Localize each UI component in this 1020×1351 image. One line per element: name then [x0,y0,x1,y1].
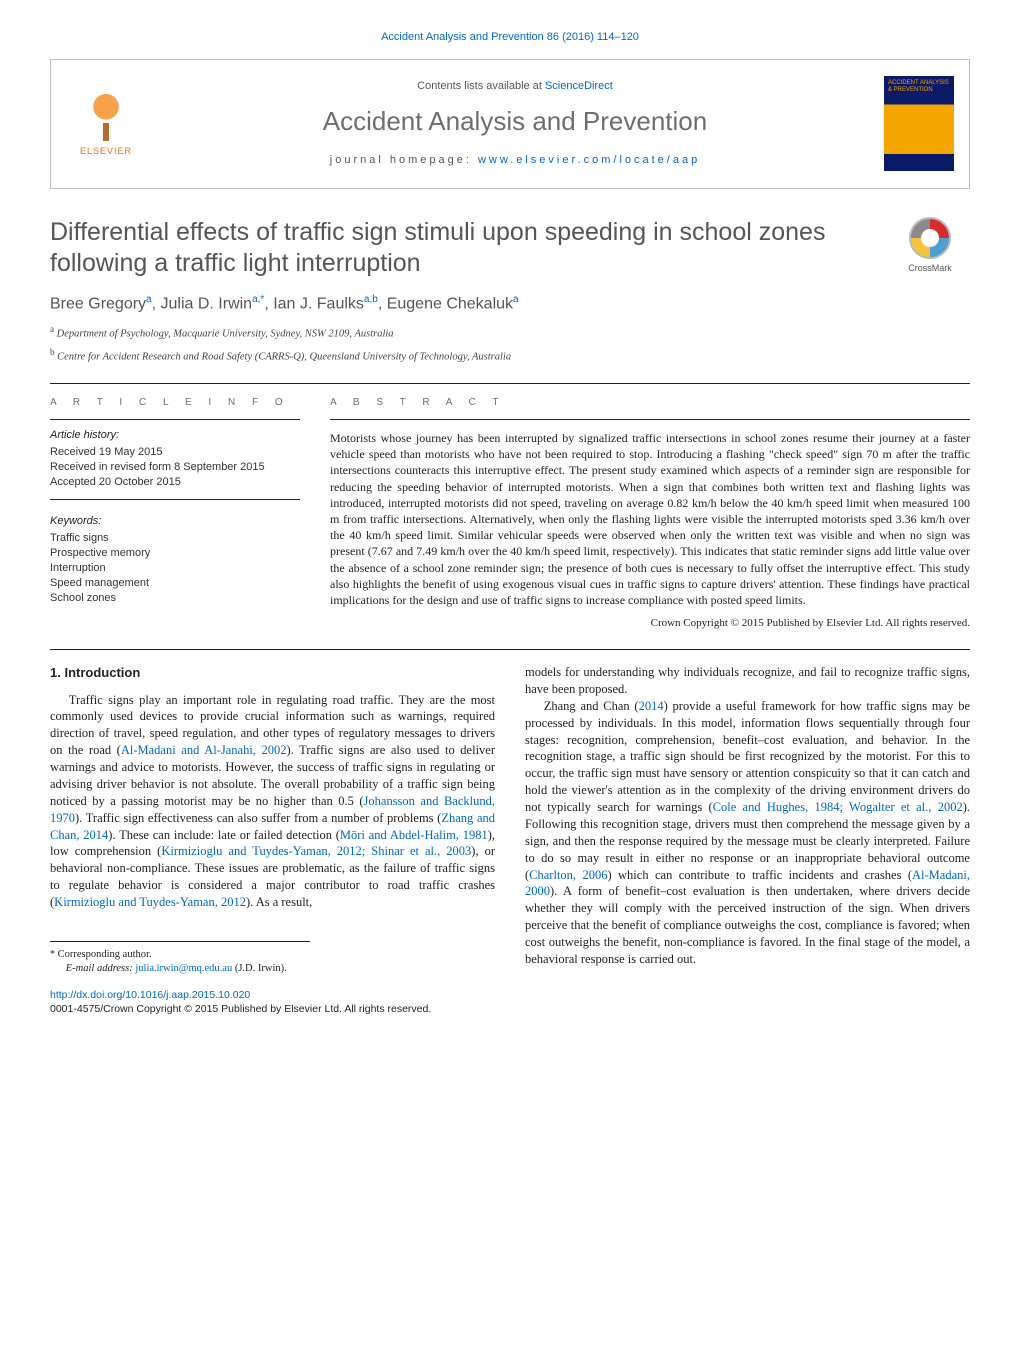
abstract-text: Motorists whose journey has been interru… [330,430,970,608]
email-label: E-mail address: [66,963,133,974]
article-title: Differential effects of traffic sign sti… [50,217,870,280]
journal-homepage-line: journal homepage: www.elsevier.com/locat… [330,153,700,168]
info-rule [50,499,300,500]
running-head: Accident Analysis and Prevention 86 (201… [50,30,970,45]
cover-text: ACCIDENT ANALYSIS & PREVENTION [888,80,950,93]
history-line: Received in revised form 8 September 201… [50,460,300,475]
contents-prefix: Contents lists available at [417,80,545,92]
crossmark-icon [909,217,951,259]
affil-marker: b [50,347,55,357]
body-paragraph: Zhang and Chan (2014) provide a useful f… [525,698,970,968]
history-heading: Article history: [50,428,300,443]
body-two-column: 1. Introduction Traffic signs play an im… [50,664,970,976]
abstract-column: A B S T R A C T Motorists whose journey … [330,396,970,631]
elsevier-logo: ELSEVIER [71,84,141,164]
publisher-name: ELSEVIER [80,145,132,157]
article-info-column: A R T I C L E I N F O Article history: R… [50,396,300,631]
affil-text: Department of Psychology, Macquarie Univ… [57,329,394,340]
history-line: Received 19 May 2015 [50,445,300,460]
elsevier-tree-icon [81,91,131,141]
homepage-link[interactable]: www.elsevier.com/locate/aap [478,154,700,166]
keyword: Traffic signs [50,531,300,546]
contents-available-line: Contents lists available at ScienceDirec… [417,79,613,94]
journal-cover-thumb: ACCIDENT ANALYSIS & PREVENTION [884,76,954,171]
sciencedirect-link[interactable]: ScienceDirect [545,80,613,92]
publisher-logo-cell: ELSEVIER [51,60,161,188]
article-info-label: A R T I C L E I N F O [50,396,300,410]
keyword: School zones [50,591,300,606]
author-list: Bree Gregorya, Julia D. Irwina,*, Ian J.… [50,293,970,315]
mid-rule [50,649,970,650]
corresponding-email-link[interactable]: julia.irwin@mq.edu.au [135,963,232,974]
body-paragraph: Traffic signs play an important role in … [50,692,495,911]
affiliation-a: a Department of Psychology, Macquarie Un… [50,323,970,342]
corresponding-author-footnote: * Corresponding author. E-mail address: … [50,941,310,976]
section-heading-intro: 1. Introduction [50,664,495,682]
homepage-label: journal homepage: [330,154,478,166]
body-paragraph: models for understanding why individuals… [525,664,970,698]
journal-name: Accident Analysis and Prevention [323,104,707,139]
keyword: Prospective memory [50,546,300,561]
corresponding-label: Corresponding author. [58,949,152,960]
email-name: (J.D. Irwin). [235,963,287,974]
journal-header: ELSEVIER Contents lists available at Sci… [50,59,970,189]
crossmark-badge[interactable]: CrossMark [890,217,970,274]
asterisk-icon: * [50,949,55,960]
keyword: Interruption [50,561,300,576]
running-head-link[interactable]: Accident Analysis and Prevention 86 (201… [381,31,639,43]
affil-text: Centre for Accident Research and Road Sa… [57,351,511,362]
abstract-rule [330,419,970,420]
affil-marker: a [50,324,54,334]
keyword: Speed management [50,576,300,591]
issn-copyright-line: 0001-4575/Crown Copyright © 2015 Publish… [50,1003,431,1015]
affiliation-b: b Centre for Accident Research and Road … [50,346,970,365]
abstract-label: A B S T R A C T [330,396,970,410]
cover-cell: ACCIDENT ANALYSIS & PREVENTION [869,60,969,188]
footer-block: http://dx.doi.org/10.1016/j.aap.2015.10.… [50,988,970,1016]
header-center: Contents lists available at ScienceDirec… [161,60,869,188]
history-line: Accepted 20 October 2015 [50,475,300,490]
keywords-heading: Keywords: [50,514,300,529]
crossmark-label: CrossMark [908,262,952,274]
top-rule [50,383,970,384]
abstract-copyright: Crown Copyright © 2015 Published by Else… [330,616,970,631]
info-rule [50,419,300,420]
doi-link[interactable]: http://dx.doi.org/10.1016/j.aap.2015.10.… [50,989,250,1001]
